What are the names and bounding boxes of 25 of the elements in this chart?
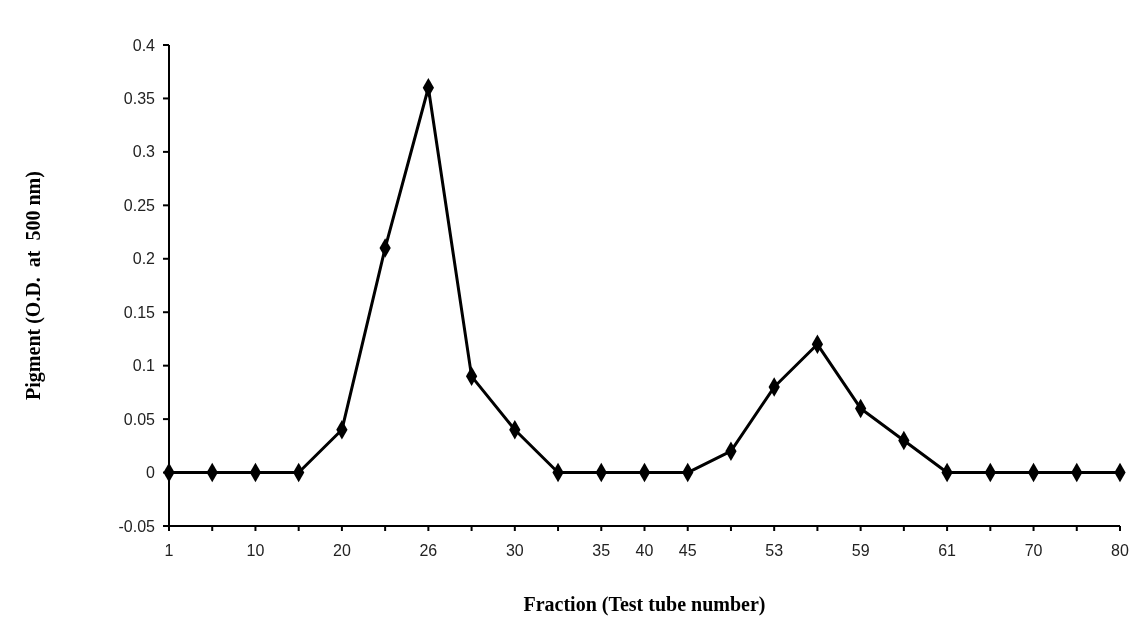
y-tick-label: 0.4	[132, 36, 156, 54]
x-tick-label: 59	[851, 542, 870, 559]
x-tick-label: 26	[419, 542, 438, 559]
x-tick-label: 1	[164, 542, 174, 559]
y-tick-label: 0.2	[132, 250, 156, 268]
y-tick-label: 0.1	[132, 357, 156, 375]
x-tick-label: 35	[592, 542, 611, 559]
x-tick-label: 30	[505, 542, 524, 559]
y-tick-label: 0.35	[123, 90, 156, 108]
y-tick-label: -0.05	[118, 517, 156, 535]
y-tick-label: 0.25	[123, 196, 156, 214]
x-tick-label: 45	[678, 542, 697, 559]
x-axis-title: Fraction (Test tube number)	[523, 593, 766, 616]
y-tick-label: 0	[146, 464, 156, 482]
x-tick-label: 61	[938, 542, 957, 559]
y-tick-label: 0.3	[132, 143, 156, 161]
x-tick-label: 70	[1024, 542, 1043, 559]
x-tick-label: 20	[333, 542, 351, 559]
x-tick-label: 40	[635, 542, 654, 559]
x-tick-label: 80	[1111, 542, 1129, 559]
y-tick-label: 0.15	[123, 303, 156, 321]
x-tick-label: 53	[765, 542, 784, 559]
y-axis-title: Pigment (O.D. at 500 nm)	[22, 171, 45, 400]
x-tick-label: 10	[246, 542, 265, 559]
y-tick-label: 0.05	[123, 410, 156, 428]
